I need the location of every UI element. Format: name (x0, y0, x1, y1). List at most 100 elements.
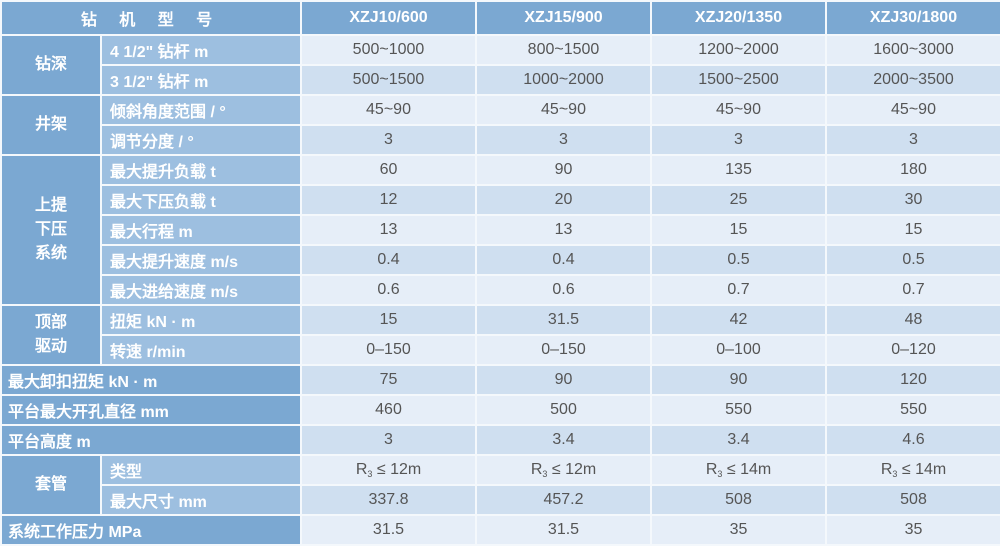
value-cell: 45~90 (475, 94, 652, 126)
value-cell: 0.7 (825, 274, 1000, 306)
value-cell: R3 ≤ 12m (300, 454, 477, 486)
value-cell: 0.5 (650, 244, 827, 276)
table-row: 平台最大开孔直径 mm 460 500 550 550 (0, 394, 1000, 426)
value-cell: 48 (825, 304, 1000, 336)
value-cell: R3 ≤ 14m (825, 454, 1000, 486)
row-sublabel: 最大进给速度 m/s (100, 274, 302, 306)
value-cell: 15 (825, 214, 1000, 246)
value-cell: 508 (825, 484, 1000, 516)
row-label: 最大卸扣扭矩 kN · m (0, 364, 302, 396)
value-cell: 3.4 (475, 424, 652, 456)
value-cell: 3.4 (650, 424, 827, 456)
table-row: 转速 r/min 0–150 0–150 0–100 0–120 (1, 334, 1000, 366)
value-cell: 45~90 (650, 94, 827, 126)
model-header-label: 钻 机 型 号 (0, 0, 302, 36)
table-row: 最大行程 m 13 13 15 15 (1, 214, 1000, 246)
value-cell: 2000~3500 (825, 64, 1000, 96)
value-cell: 90 (475, 364, 652, 396)
casing-symbol: R (705, 461, 718, 478)
table-row: 钻深 4 1/2" 钻杆 m 500~1000 800~1500 1200~2000 16… (0, 34, 1000, 96)
header-row: 钻 机 型 号 XZJ10/600 XZJ15/900 XZJ20/1350 X… (0, 0, 1000, 36)
table-row: 最大进给速度 m/s 0.6 0.6 0.7 0.7 (1, 274, 1000, 306)
value-cell: 3 (825, 124, 1000, 156)
casing-symbol: R (880, 461, 893, 478)
row-sublabel: 最大下压负载 t (100, 184, 302, 216)
value-cell: 460 (300, 394, 477, 426)
casing-subscript: 3 (542, 469, 548, 479)
value-cell: R3 ≤ 14m (650, 454, 827, 486)
row-sublabel: 4 1/2" 钻杆 m (100, 34, 302, 66)
value-cell: 337.8 (300, 484, 477, 516)
casing-limit: ≤ 14m (897, 461, 947, 478)
table-row: 3 1/2" 钻杆 m 500~1500 1000~2000 1500~2500 200… (1, 64, 1000, 96)
value-cell: 30 (825, 184, 1000, 216)
row-sublabel: 扭矩 kN · m (100, 304, 302, 336)
value-cell: 20 (475, 184, 652, 216)
table-row: 顶部 驱动 扭矩 kN · m 15 31.5 42 48 (0, 304, 1000, 366)
value-cell: 120 (825, 364, 1000, 396)
value-cell: 0–150 (300, 334, 477, 366)
value-cell: 0–150 (475, 334, 652, 366)
table-row: 上提 下压 系统 最大提升负载 t 60 90 135 180 (0, 154, 1000, 306)
value-cell: 31.5 (475, 304, 652, 336)
row-label: 平台最大开孔直径 mm (0, 394, 302, 426)
value-cell: 0–100 (650, 334, 827, 366)
value-cell: 500~1000 (300, 34, 477, 66)
table-row: 井架 倾斜角度范围 / ° 45~90 45~90 45~90 45~90 (0, 94, 1000, 156)
row-sublabel: 调节分度 / ° (100, 124, 302, 156)
model-column-header: XZJ20/1350 (650, 0, 827, 36)
row-sublabel: 最大行程 m (100, 214, 302, 246)
table-row: 系统工作压力 MPa 31.5 31.5 35 35 (0, 514, 1000, 546)
value-cell: 508 (650, 484, 827, 516)
value-cell: 1500~2500 (650, 64, 827, 96)
value-cell: 0.6 (300, 274, 477, 306)
casing-subscript: 3 (717, 469, 723, 479)
value-cell: 457.2 (475, 484, 652, 516)
value-cell: 4.6 (825, 424, 1000, 456)
casing-symbol: R (355, 461, 368, 478)
group-label-cell: 套管 (0, 454, 102, 516)
table-row: 最大尺寸 mm 337.8 457.2 508 508 (1, 484, 1000, 516)
casing-symbol: R (530, 461, 543, 478)
value-cell: 3 (300, 424, 477, 456)
value-cell: 0.7 (650, 274, 827, 306)
group-label-cell: 上提 下压 系统 (0, 154, 102, 306)
value-cell: 550 (650, 394, 827, 426)
value-cell: 0–120 (825, 334, 1000, 366)
value-cell: 500 (475, 394, 652, 426)
value-cell: 3 (650, 124, 827, 156)
value-cell: 0.5 (825, 244, 1000, 276)
row-label: 系统工作压力 MPa (0, 514, 302, 546)
group-label-cell: 钻深 (0, 34, 102, 96)
value-cell: 35 (825, 514, 1000, 546)
value-cell: 25 (650, 184, 827, 216)
table-row: 平台高度 m 3 3.4 3.4 4.6 (0, 424, 1000, 456)
row-sublabel: 转速 r/min (100, 334, 302, 366)
value-cell: 13 (300, 214, 477, 246)
value-cell: 500~1500 (300, 64, 477, 96)
casing-subscript: 3 (367, 469, 373, 479)
table-row: 最大提升速度 m/s 0.4 0.4 0.5 0.5 (1, 244, 1000, 276)
model-column-header: XZJ30/1800 (825, 0, 1000, 36)
table-row: 套管 类型 R3 ≤ 12m R3 ≤ 12m R3 ≤ 14m R3 ≤ 14m (0, 454, 1000, 516)
value-cell: 15 (650, 214, 827, 246)
value-cell: 13 (475, 214, 652, 246)
row-sublabel: 最大提升负载 t (100, 154, 302, 186)
value-cell: 3 (300, 124, 477, 156)
value-cell: 0.4 (475, 244, 652, 276)
group-label-cell: 顶部 驱动 (0, 304, 102, 366)
value-cell: 550 (825, 394, 1000, 426)
value-cell: 1200~2000 (650, 34, 827, 66)
value-cell: 31.5 (300, 514, 477, 546)
row-sublabel: 最大提升速度 m/s (100, 244, 302, 276)
value-cell: 12 (300, 184, 477, 216)
value-cell: 0.6 (475, 274, 652, 306)
value-cell: R3 ≤ 12m (475, 454, 652, 486)
model-column-header: XZJ10/600 (300, 0, 477, 36)
value-cell: 800~1500 (475, 34, 652, 66)
value-cell: 1600~3000 (825, 34, 1000, 66)
value-cell: 0.4 (300, 244, 477, 276)
group-label-cell: 井架 (0, 94, 102, 156)
value-cell: 90 (475, 154, 652, 186)
